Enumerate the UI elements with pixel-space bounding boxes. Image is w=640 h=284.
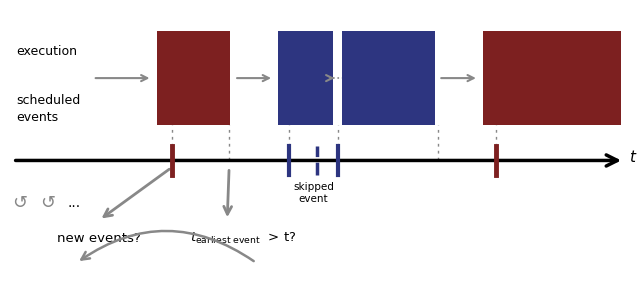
Text: t: t — [629, 150, 636, 165]
FancyArrowPatch shape — [81, 231, 253, 261]
Bar — [278, 31, 333, 125]
Text: new events?: new events? — [58, 232, 141, 245]
Text: execution: execution — [16, 45, 77, 58]
Text: skipped
event: skipped event — [293, 182, 334, 204]
Bar — [483, 31, 621, 125]
Text: ↺: ↺ — [40, 194, 56, 212]
Text: $t_{\mathrm{earliest\ event}}$  > t?: $t_{\mathrm{earliest\ event}}$ > t? — [190, 231, 296, 246]
Text: ↺: ↺ — [12, 194, 27, 212]
Text: ...: ... — [67, 196, 80, 210]
Bar — [157, 31, 230, 125]
Text: scheduled
events: scheduled events — [16, 94, 80, 124]
Bar — [342, 31, 435, 125]
